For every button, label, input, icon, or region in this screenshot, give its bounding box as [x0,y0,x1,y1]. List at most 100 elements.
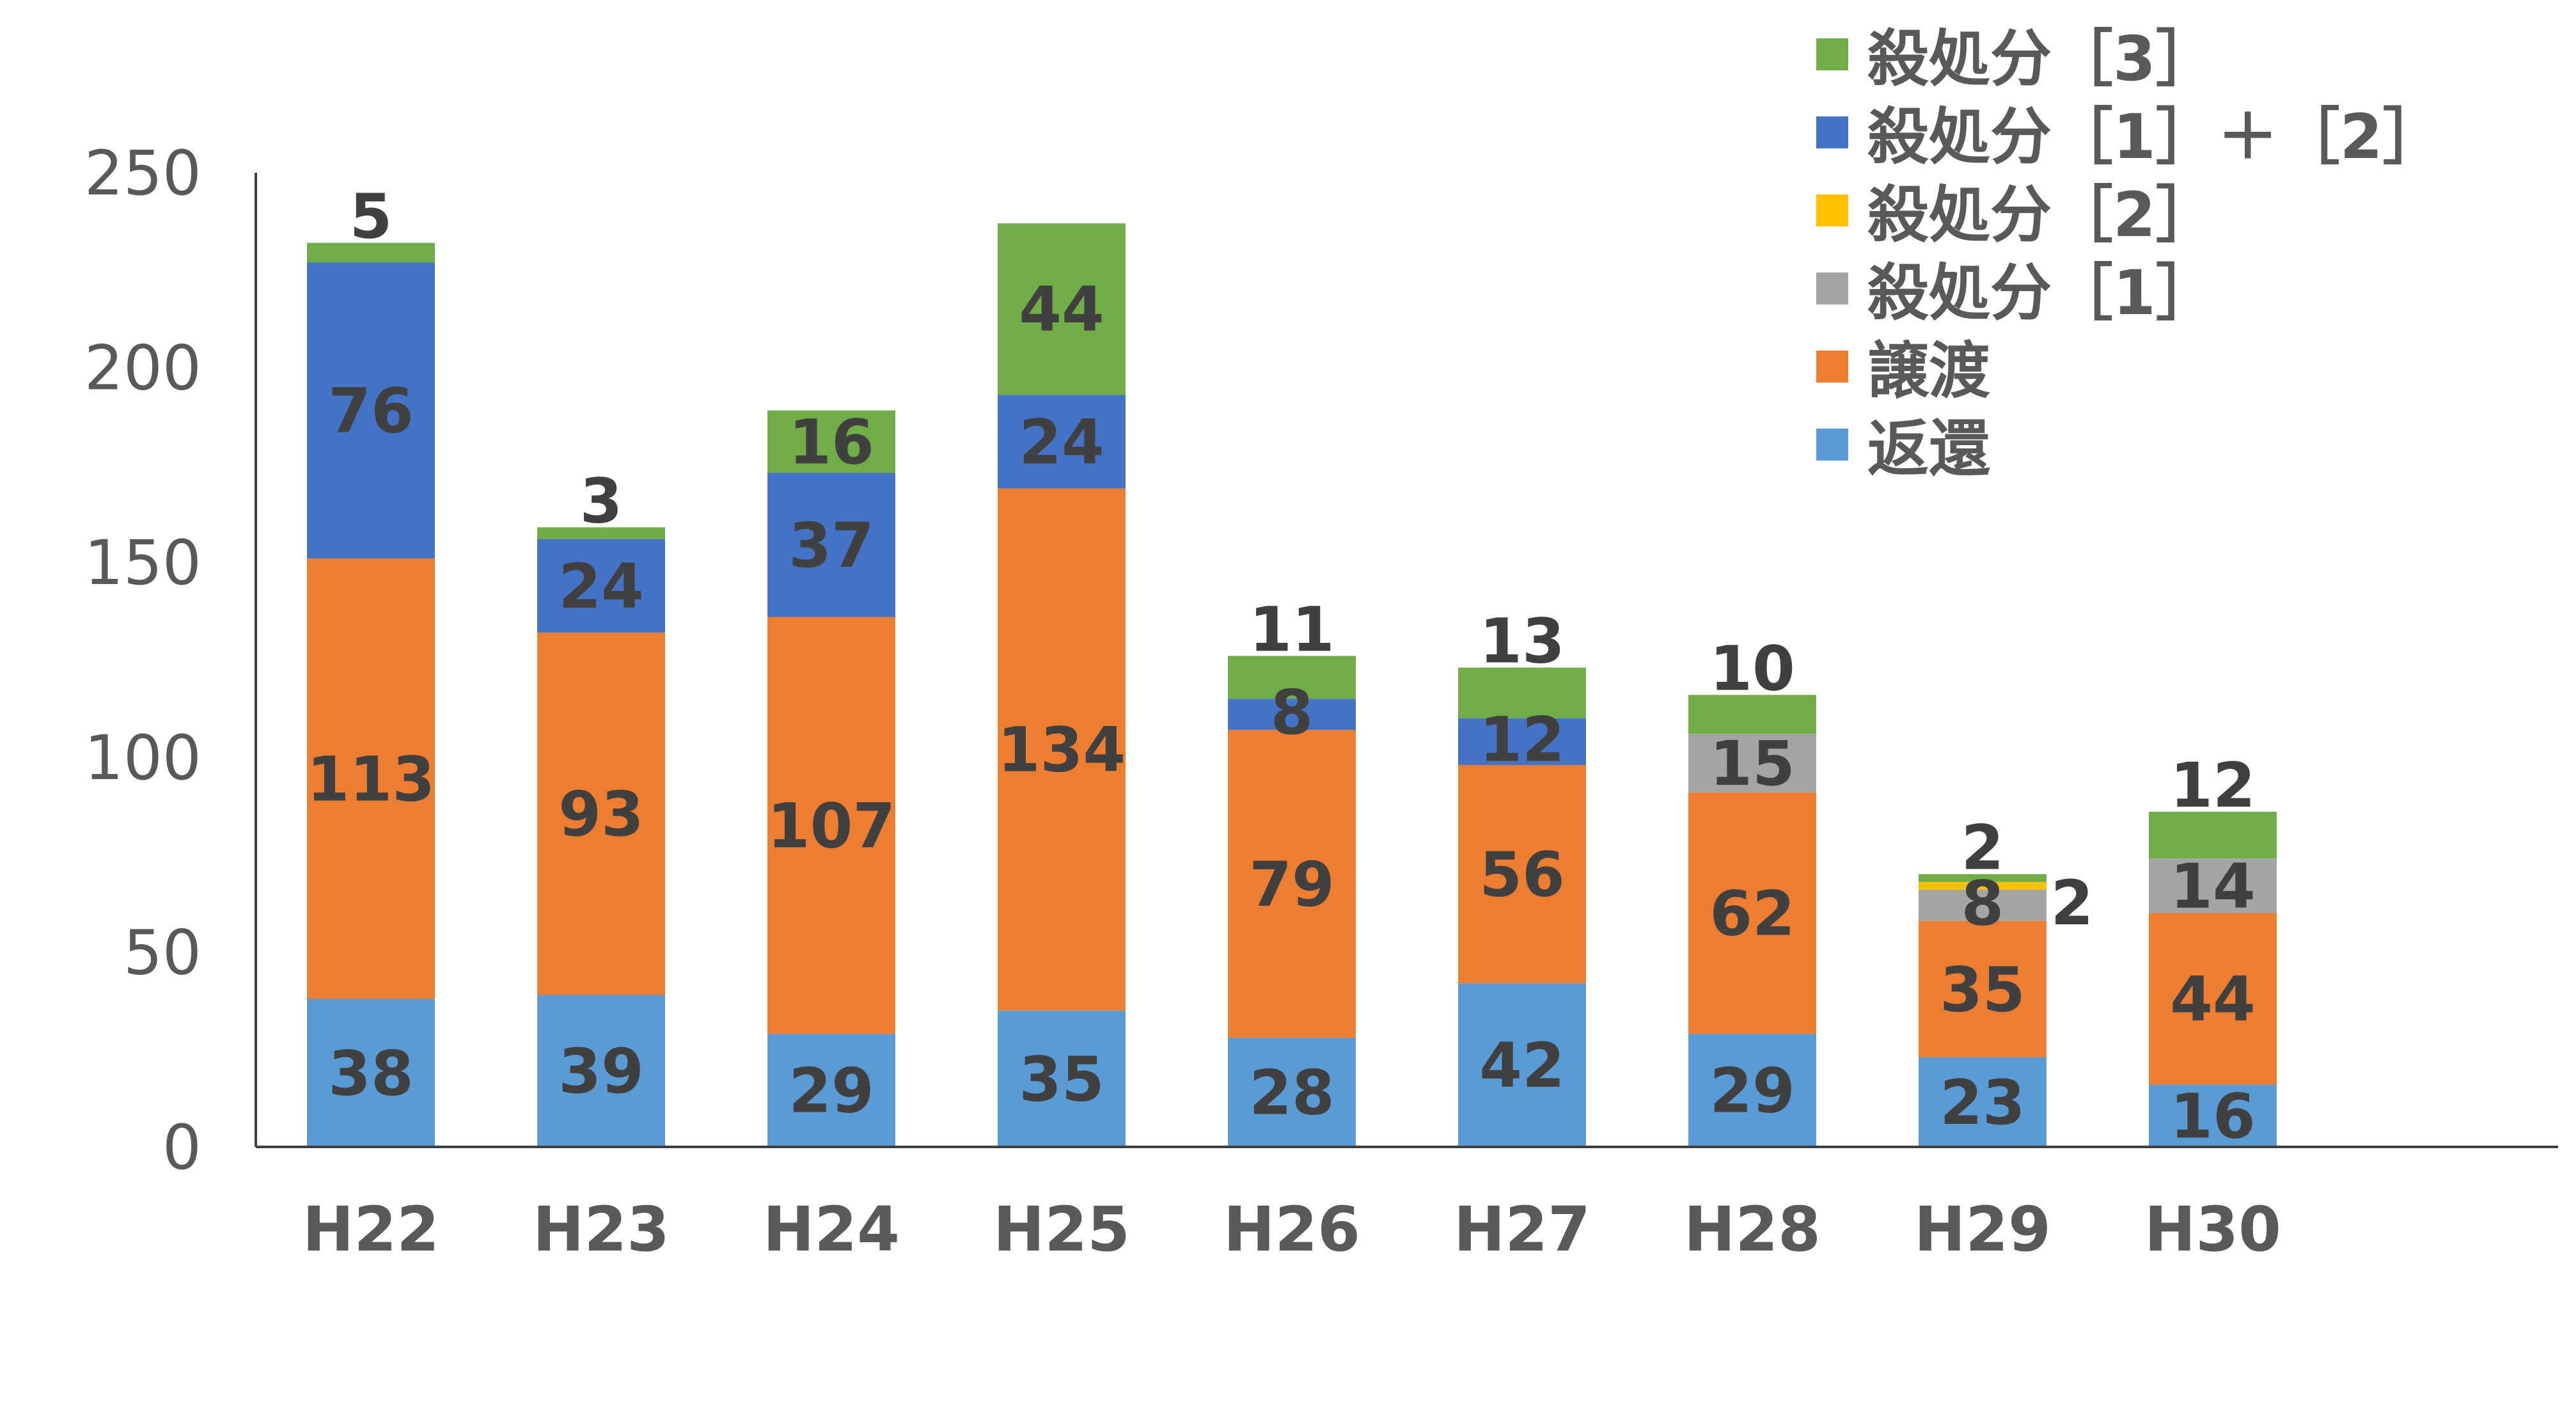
data-label: 23 [1940,1067,2025,1139]
data-label: 16 [789,406,874,478]
data-label: 10 [1709,633,1795,704]
bar-segment [1458,667,1586,718]
x-tick-label: H28 [1684,1194,1821,1265]
data-label: 2 [2051,867,2094,939]
x-tick-label: H29 [1914,1194,2051,1265]
data-label: 42 [1479,1030,1565,1101]
bar-segment [1458,983,1586,1147]
data-label: 12 [2170,750,2256,821]
bar-segment [1228,656,1356,699]
bar-segment [767,473,895,617]
data-label: 56 [1479,839,1565,911]
legend-swatch [1816,38,1848,70]
legend-label: 譲渡 [1867,335,1990,407]
bar-segment [1688,695,1816,734]
data-label: 113 [307,743,435,815]
x-tick-label: H23 [533,1194,670,1265]
bar-segment [307,558,435,999]
data-label: 44 [1019,274,1104,345]
bar-segment [2149,858,2277,913]
data-label: 24 [558,551,644,622]
x-tick-label: H24 [763,1194,900,1265]
data-label: 39 [558,1036,644,1107]
bar-segment [998,1010,1126,1147]
data-labels: 3811376539932432910737163513424442879811… [307,181,2256,1153]
data-label: 29 [1709,1055,1795,1127]
bar-segment [2149,913,2277,1085]
bar-segment [307,242,435,263]
legend-swatch [1816,429,1848,461]
y-tick-label: 200 [84,333,201,404]
bar-segment [767,1034,895,1147]
bar-segment [998,223,1126,395]
bar-segment [1688,734,1816,793]
bar-segment [1228,699,1356,730]
bar-segment [537,995,665,1147]
x-tick-label: H27 [1454,1194,1590,1265]
y-tick-label: 100 [84,722,201,794]
y-tick-label: 0 [162,1112,201,1183]
bar-segment [1688,1034,1816,1147]
data-label: 35 [1940,954,2025,1025]
x-tick-label: H26 [1223,1194,1360,1265]
data-label: 134 [998,714,1126,786]
legend-label: 殺処分［1］ [1867,257,2217,329]
bar-segment [1919,1057,2046,1147]
data-label: 35 [1019,1043,1104,1115]
x-tick-label: H30 [2144,1194,2281,1265]
data-label: 38 [328,1038,414,1109]
bar-segment [1458,764,1586,984]
data-label: 16 [2170,1080,2256,1152]
legend-label: 殺処分［2］ [1867,179,2217,251]
legend-swatch [1816,351,1848,383]
legend-label: 返還 [1867,413,1990,485]
data-label: 28 [1249,1057,1335,1129]
bar-segment [1919,889,2046,921]
bar-segment [767,617,895,1034]
bar-segment [1688,792,1816,1034]
bar-segment [1458,718,1586,765]
data-label: 13 [1479,606,1565,677]
bar-segment [767,410,895,473]
legend-swatch [1816,194,1848,226]
data-label: 2 [1961,812,2004,884]
data-label: 3 [580,465,623,537]
data-label: 24 [1019,406,1104,478]
data-label: 11 [1249,594,1335,665]
bar-segment [1228,1038,1356,1147]
y-axis-ticks: 0 50 100 150 200 250 [84,138,201,1183]
data-label: 8 [1961,867,2004,939]
data-label: 29 [789,1055,874,1127]
data-label: 37 [789,510,874,581]
bar-segment [537,632,665,995]
y-tick-label: 150 [84,527,201,599]
x-tick-label: H25 [993,1194,1130,1265]
data-label: 79 [1249,849,1335,920]
bar-segment [307,262,435,559]
data-label: 15 [1709,728,1795,800]
legend-swatch [1816,116,1848,148]
data-label: 93 [558,778,644,850]
data-label: 76 [328,375,414,447]
bar-segment [1919,920,2046,1057]
x-tick-label: H22 [302,1194,439,1265]
bar-segment [998,488,1126,1011]
bar-segment [2149,1084,2277,1147]
legend-label: 殺処分［1］＋［2］ [1867,101,2444,173]
bar-segment [307,999,435,1147]
bar-segment [537,539,665,633]
data-label: 5 [350,181,393,253]
data-label: 12 [1479,704,1565,775]
legend-swatch [1816,272,1848,304]
legend-label: 殺処分［3］ [1867,23,2217,95]
x-axis-labels: H22 H23 H24 H25 H26 H27 H28 H29 H30 [302,1194,2281,1265]
bar-segment [537,527,665,539]
data-label: 14 [2170,851,2256,922]
bars [307,223,2277,1147]
data-label: 44 [2170,964,2256,1036]
y-tick-label: 50 [123,917,201,988]
bar-segment [1228,730,1356,1038]
bar-segment [998,395,1126,489]
data-label: 8 [1271,677,1314,748]
